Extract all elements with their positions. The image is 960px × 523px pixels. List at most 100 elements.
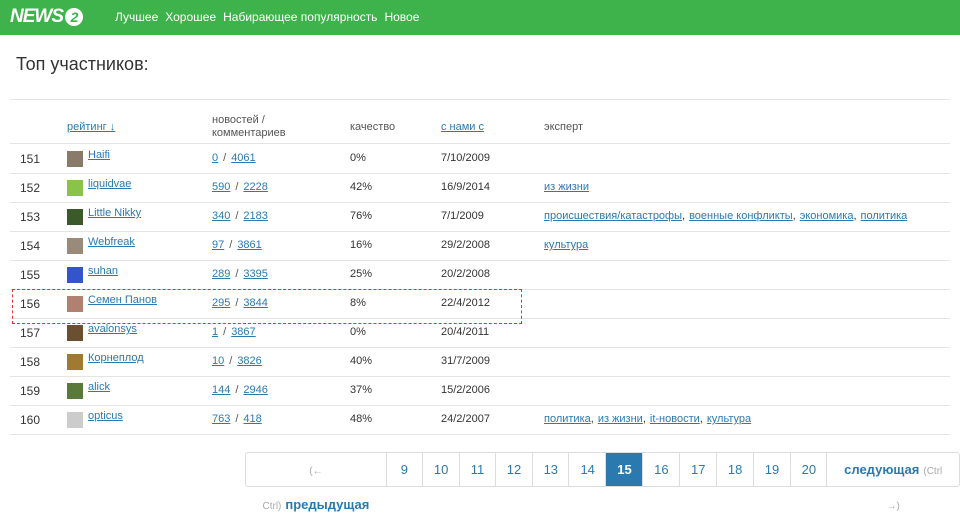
- prev-button[interactable]: (← Ctrl) предыдущая: [246, 453, 387, 512]
- page-button[interactable]: 13: [533, 453, 570, 486]
- expert-link[interactable]: культура: [706, 413, 752, 425]
- avatar: [67, 151, 83, 167]
- expert-link[interactable]: экономика: [799, 210, 854, 222]
- quality: 25%: [350, 268, 373, 280]
- expert: культура: [544, 239, 588, 251]
- column-header[interactable]: рейтинг ↓: [67, 121, 116, 133]
- user-link[interactable]: Корнеплод: [88, 352, 144, 364]
- separator: /: [229, 239, 233, 251]
- separator: /: [223, 326, 227, 338]
- comments-link[interactable]: 418: [243, 413, 262, 425]
- quality: 16%: [350, 239, 373, 251]
- page-button[interactable]: 10: [423, 453, 460, 486]
- comments-link[interactable]: 3844: [243, 297, 268, 309]
- user-link[interactable]: opticus: [88, 410, 123, 422]
- quality: 8%: [350, 297, 366, 309]
- nav-link[interactable]: Набирающее популярность: [223, 10, 378, 24]
- logo[interactable]: NEWS 2: [10, 6, 83, 28]
- expert-link[interactable]: происшествия/катастрофы: [544, 210, 683, 222]
- expert-link[interactable]: из жизни: [597, 413, 643, 425]
- separator: /: [223, 152, 227, 164]
- rank: 154: [20, 239, 41, 253]
- page-button[interactable]: 9: [387, 453, 423, 486]
- user-link[interactable]: liquidvae: [88, 178, 132, 190]
- page-button[interactable]: 17: [680, 453, 717, 486]
- news-comments: 10 / 3826: [212, 355, 262, 367]
- joined: 20/4/2011: [441, 326, 490, 338]
- logo-badge: 2: [65, 8, 83, 26]
- nav-link[interactable]: Новое: [384, 10, 420, 24]
- page-button[interactable]: 15: [606, 453, 644, 486]
- joined: 16/9/2014: [441, 181, 490, 193]
- news-link[interactable]: 97: [212, 239, 225, 251]
- rank: 160: [20, 413, 41, 427]
- comments-link[interactable]: 2946: [243, 384, 268, 396]
- avatar: [67, 267, 83, 283]
- user-link[interactable]: Haifi: [88, 149, 111, 161]
- separator: ,: [642, 413, 646, 425]
- quality: 76%: [350, 210, 373, 222]
- page-button[interactable]: 20: [791, 453, 828, 486]
- user-link[interactable]: suhan: [88, 265, 118, 277]
- comments-link[interactable]: 3395: [243, 268, 268, 280]
- page-button[interactable]: 18: [717, 453, 754, 486]
- news-link[interactable]: 144: [212, 384, 231, 396]
- rank: 153: [20, 210, 41, 224]
- news-link[interactable]: 10: [212, 355, 225, 367]
- page-button[interactable]: 16: [643, 453, 681, 486]
- news-link[interactable]: 1: [212, 326, 219, 338]
- separator: ,: [590, 413, 594, 425]
- page-title: Топ участников:: [16, 54, 149, 74]
- rank: 159: [20, 384, 41, 398]
- joined: 7/1/2009: [441, 210, 484, 222]
- comments-link[interactable]: 3867: [231, 326, 256, 338]
- separator: ,: [682, 210, 686, 222]
- rank: 151: [20, 152, 41, 166]
- page-button[interactable]: 14: [569, 453, 607, 486]
- nav-link[interactable]: Лучшее: [115, 10, 159, 24]
- comments-link[interactable]: 4061: [231, 152, 256, 164]
- expert-link[interactable]: политика: [860, 210, 908, 222]
- column-header[interactable]: с нами с: [441, 121, 485, 133]
- page-button[interactable]: 12: [496, 453, 533, 486]
- quality: 0%: [350, 152, 366, 164]
- highlight-box: [12, 289, 522, 324]
- user-link[interactable]: Little Nikky: [88, 207, 142, 219]
- next-label: следующая: [844, 462, 920, 477]
- expert-link[interactable]: военные конфликты: [689, 210, 793, 222]
- news-comments: 590 / 2228: [212, 181, 268, 193]
- comments-link[interactable]: 2183: [243, 210, 268, 222]
- news-link[interactable]: 289: [212, 268, 231, 280]
- news-link[interactable]: 0: [212, 152, 219, 164]
- news-link[interactable]: 340: [212, 210, 231, 222]
- page-button[interactable]: 19: [754, 453, 791, 486]
- user-link[interactable]: Семен Панов: [88, 294, 157, 306]
- avatar: [67, 383, 83, 399]
- user-link[interactable]: avalonsys: [88, 323, 137, 335]
- comments-link[interactable]: 3826: [237, 355, 262, 367]
- news-link[interactable]: 295: [212, 297, 231, 309]
- separator: ,: [699, 413, 703, 425]
- news-comments: 340 / 2183: [212, 210, 268, 222]
- expert: из жизни: [544, 181, 589, 193]
- expert-link[interactable]: it-новости: [649, 413, 700, 425]
- nav: Лучшее Хорошее Набирающее популярность Ново…: [115, 10, 426, 24]
- joined: 29/2/2008: [441, 239, 490, 251]
- column-header: эксперт: [544, 121, 584, 133]
- expert-link[interactable]: из жизни: [544, 181, 590, 193]
- joined: 7/10/2009: [441, 152, 490, 164]
- user-link[interactable]: alick: [88, 381, 111, 393]
- quality: 40%: [350, 355, 373, 367]
- comments-link[interactable]: 2228: [243, 181, 268, 193]
- row-border: [10, 347, 950, 348]
- expert-link[interactable]: культура: [544, 239, 589, 251]
- separator: /: [235, 384, 239, 396]
- page-button[interactable]: 11: [460, 453, 496, 486]
- next-button[interactable]: следующая (Ctrl →): [827, 453, 958, 512]
- nav-link[interactable]: Хорошее: [165, 10, 217, 24]
- user-link[interactable]: Webfreak: [88, 236, 135, 248]
- news-link[interactable]: 590: [212, 181, 231, 193]
- comments-link[interactable]: 3861: [237, 239, 262, 251]
- expert-link[interactable]: политика: [544, 413, 591, 425]
- news-link[interactable]: 763: [212, 413, 231, 425]
